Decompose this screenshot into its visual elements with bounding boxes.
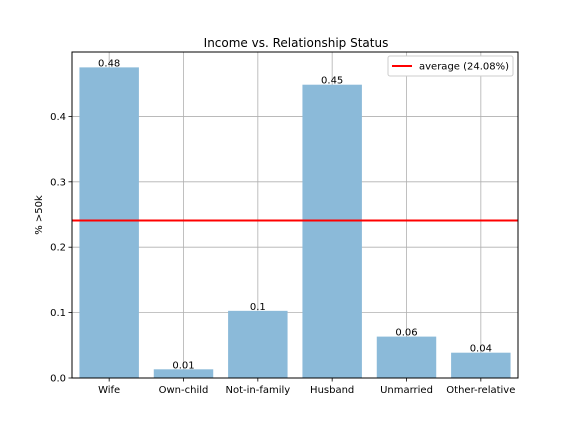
x-axis-ticks: Wife Own-child Not-in-family Husband Unmarri… — [98, 378, 515, 396]
y-axis-ticks: 0.0 0.1 0.2 0.3 0.4 — [50, 112, 72, 385]
legend-box — [387, 55, 514, 77]
bar-own-child — [153, 369, 214, 378]
x-tick-label: Other-relative — [446, 385, 515, 396]
legend-label: average (24.08%) — [419, 62, 509, 73]
plot-frame — [71, 51, 519, 379]
y-tick-label: 0.4 — [50, 112, 66, 123]
grid — [72, 52, 518, 379]
x-tick-label: Own-child — [159, 385, 209, 396]
data-label: 0.45 — [321, 76, 343, 87]
bar-not-in-family — [228, 310, 288, 378]
x-tick-label: Unmarried — [380, 385, 433, 396]
y-axis-label: % >50k — [34, 195, 45, 235]
data-label: 0.1 — [250, 302, 266, 313]
data-label: 0.48 — [98, 58, 120, 69]
data-label: 0.01 — [172, 360, 194, 371]
data-label: 0.04 — [470, 344, 492, 355]
bars — [79, 67, 511, 379]
legend: average (24.08%) — [387, 55, 514, 77]
bar-other-relative — [451, 352, 511, 378]
bar-wife — [79, 67, 139, 378]
data-label: 0.06 — [395, 328, 417, 339]
x-tick-label: Wife — [98, 385, 120, 396]
bar-husband — [302, 84, 362, 379]
y-tick-label: 0.3 — [50, 177, 66, 188]
chart-title: Income vs. Relationship Status — [204, 36, 389, 50]
x-tick-label: Husband — [310, 385, 354, 396]
y-tick-label: 0.2 — [50, 243, 66, 254]
y-tick-label: 0.1 — [50, 308, 66, 319]
data-labels: 0.48 0.01 0.1 0.45 0.06 0.04 — [98, 58, 492, 371]
x-tick-label: Not-in-family — [225, 385, 290, 396]
bar-unmarried — [376, 336, 437, 378]
y-tick-label: 0.0 — [50, 374, 66, 385]
